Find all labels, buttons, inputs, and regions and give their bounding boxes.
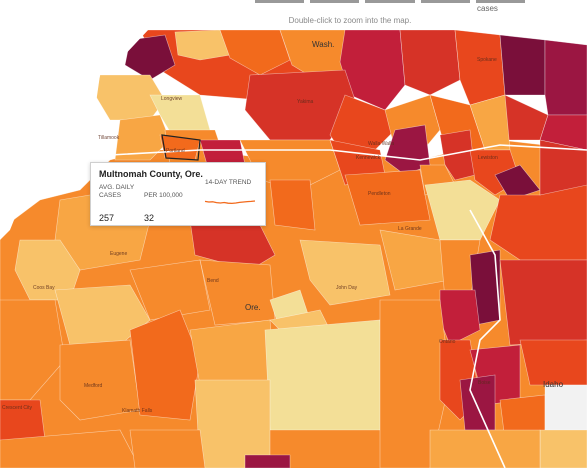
county-shape[interactable] (429, 429, 541, 468)
legend-bin (310, 0, 360, 3)
tooltip-col-per-100k: PER 100,000 (144, 192, 183, 199)
county-shape[interactable] (454, 29, 506, 106)
tooltip-col-avg-daily-line2: CASES (99, 192, 122, 199)
county-tooltip: Multnomah County, Ore. AVG. DAILY CASES … (90, 162, 266, 226)
county-shape[interactable] (539, 429, 587, 468)
county-shape[interactable] (539, 114, 587, 151)
county-shape[interactable] (59, 339, 141, 421)
legend-bin (365, 0, 415, 3)
county-shape[interactable] (0, 299, 66, 401)
tooltip-avg-daily-value: 257 (99, 213, 115, 223)
tooltip-col-avg-daily-line1: AVG. DAILY (99, 184, 135, 191)
county-shape[interactable] (499, 259, 587, 346)
county-shape[interactable] (344, 169, 431, 226)
county-shape[interactable] (219, 29, 291, 76)
tooltip-col-trend: 14-DAY TREND (205, 179, 252, 186)
county-shape[interactable] (439, 129, 476, 181)
legend-bin (255, 0, 305, 3)
county-shape[interactable] (129, 309, 201, 421)
county-shape[interactable] (174, 29, 231, 61)
selected-county-outline[interactable] (161, 134, 201, 161)
county-shape[interactable] (544, 384, 587, 441)
county-shape[interactable] (519, 339, 587, 386)
county-shape[interactable] (539, 139, 587, 196)
state-border (109, 144, 587, 468)
tooltip-county-name: Multnomah County, Ore. (99, 169, 203, 179)
trend-sparkline (204, 200, 256, 205)
county-shape[interactable] (544, 39, 587, 116)
tooltip-col-avg-daily: AVG. DAILY CASES (99, 184, 134, 200)
county-shape[interactable] (244, 454, 291, 468)
tooltip-per-100k-value: 32 (144, 213, 155, 223)
county-shape[interactable] (399, 29, 461, 96)
county-shape[interactable] (459, 374, 496, 431)
legend-scale-cutoff (255, 0, 526, 6)
county-shape[interactable] (114, 114, 171, 161)
county-shape[interactable] (499, 34, 546, 96)
county-shape[interactable] (124, 34, 176, 81)
county-shape[interactable] (424, 179, 501, 241)
county-shape[interactable] (0, 429, 141, 468)
legend-bin (420, 0, 470, 3)
ocean-area (0, 0, 587, 240)
legend-unit: cases (477, 4, 498, 13)
tooltip-stats: AVG. DAILY CASES PER 100,000 257 32 (99, 179, 257, 223)
county-shape[interactable] (299, 239, 391, 306)
county-shape[interactable] (129, 259, 211, 321)
county-shape[interactable] (269, 179, 316, 231)
county-shape[interactable] (264, 319, 386, 431)
county-shape[interactable] (379, 299, 451, 468)
trend-line (204, 200, 256, 205)
county-shape[interactable] (189, 319, 276, 386)
legend-bin (475, 0, 526, 3)
county-shape[interactable] (129, 429, 206, 468)
